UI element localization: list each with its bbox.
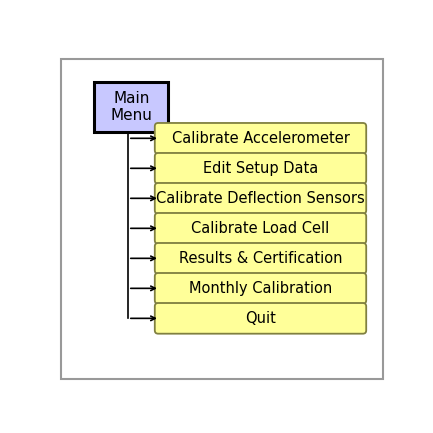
FancyBboxPatch shape xyxy=(61,58,383,379)
FancyBboxPatch shape xyxy=(155,123,366,154)
Text: Calibrate Accelerometer: Calibrate Accelerometer xyxy=(171,131,349,146)
Text: Main
Menu: Main Menu xyxy=(110,91,152,123)
FancyBboxPatch shape xyxy=(155,273,366,304)
Text: Monthly Calibration: Monthly Calibration xyxy=(189,281,332,296)
Text: Calibrate Load Cell: Calibrate Load Cell xyxy=(191,221,330,236)
FancyBboxPatch shape xyxy=(155,183,366,213)
FancyBboxPatch shape xyxy=(155,213,366,244)
Text: Results & Certification: Results & Certification xyxy=(179,251,342,266)
FancyBboxPatch shape xyxy=(155,303,366,334)
Text: Quit: Quit xyxy=(245,311,276,326)
FancyBboxPatch shape xyxy=(94,82,168,132)
FancyBboxPatch shape xyxy=(155,153,366,184)
Text: Edit Setup Data: Edit Setup Data xyxy=(203,161,318,176)
Text: Calibrate Deflection Sensors: Calibrate Deflection Sensors xyxy=(156,191,365,206)
FancyBboxPatch shape xyxy=(155,243,366,274)
